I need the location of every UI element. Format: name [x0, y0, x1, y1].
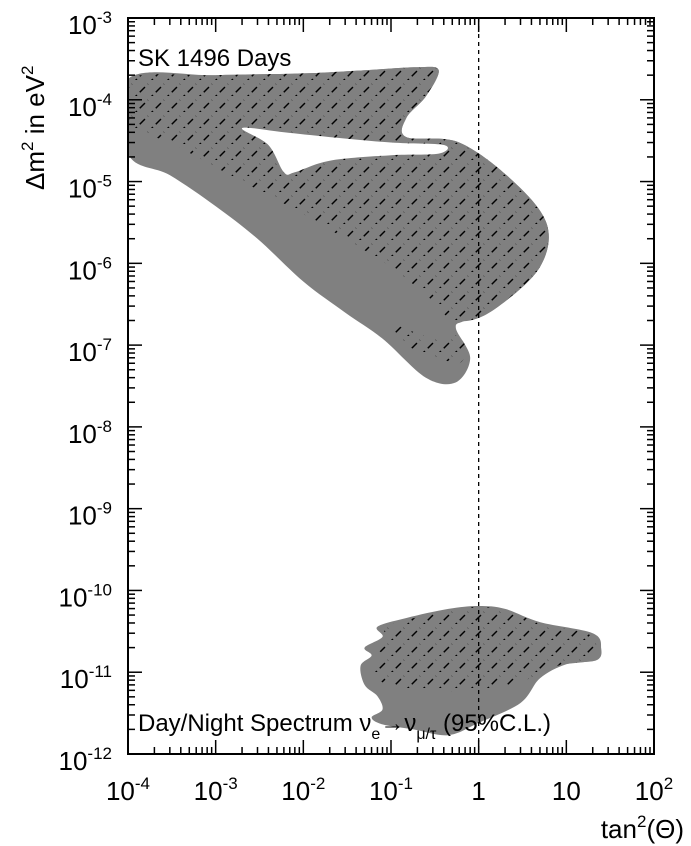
- y-axis-title-exp: 2: [18, 142, 37, 151]
- arrow-symbol: →: [380, 710, 404, 737]
- regions-layer: [128, 66, 602, 736]
- x-tick-label: 10-1: [369, 774, 413, 806]
- x-tick-labels: 10-4 10-3 10-2 10-1 1 10 102: [106, 774, 673, 806]
- region-hatched-sub-region-tail-: [390, 324, 467, 364]
- region-vac-hatched-core: [374, 607, 598, 692]
- annotation-bottom-suffix: (95%C.L.): [436, 710, 551, 737]
- y-axis-title-pre: Δm: [20, 151, 50, 190]
- y-tick-label: 10-3: [68, 8, 112, 40]
- y-axis-title: Δm2 in eV2: [18, 66, 50, 190]
- x-tick-label: 1: [471, 776, 485, 806]
- y-tick-label: 10-9: [68, 499, 112, 531]
- x-tick-label: 102: [635, 774, 673, 806]
- y-tick-label: 10-12: [59, 744, 113, 776]
- y-tick-label: 10-7: [68, 335, 112, 367]
- x-tick-label: 10-4: [106, 774, 150, 806]
- y-tick-label: 10-6: [68, 253, 112, 285]
- y-tick-label: 10-4: [68, 90, 112, 122]
- x-axis-title-base: tan: [601, 814, 637, 844]
- nu-mu-tau-symbol: ν: [404, 710, 416, 737]
- y-tick-label: 10-8: [68, 417, 112, 449]
- region-allowed-island-white-: [241, 127, 448, 175]
- x-axis-title-tail: (Θ): [646, 814, 684, 844]
- y-tick-label: 10-5: [68, 172, 112, 204]
- y-tick-label: 10-11: [60, 662, 112, 694]
- nu-e-symbol: ν: [359, 710, 371, 737]
- x-tick-label: 10-2: [281, 774, 325, 806]
- y-tick-label: 10-10: [59, 580, 113, 612]
- x-tick-label: 10: [552, 776, 581, 806]
- x-axis-title: tan2(Θ): [601, 812, 684, 844]
- region-hatched-sub-region-upper-: [128, 66, 549, 322]
- annotation-bottom-prefix: Day/Night Spectrum: [138, 710, 359, 737]
- y-axis-title-exp2: 2: [18, 66, 37, 75]
- nu-e-subscript: e: [371, 726, 380, 743]
- annotation-top-left: SK 1496 Days: [138, 45, 291, 72]
- y-axis-title-mid: in eV: [20, 74, 50, 141]
- axis-ticks: [127, 17, 655, 755]
- y-tick-labels: 10-12 10-11 10-10 10-9 10-8 10-7 10-6 10-5 10-4 1…: [59, 8, 113, 776]
- annotation-bottom: Day/Night Spectrum νe→νμ/τ (95%C.L.): [138, 710, 551, 743]
- x-axis-title-exp: 2: [637, 812, 646, 831]
- nu-mu-tau-subscript: μ/τ: [416, 726, 437, 743]
- x-tick-label: 10-3: [194, 774, 238, 806]
